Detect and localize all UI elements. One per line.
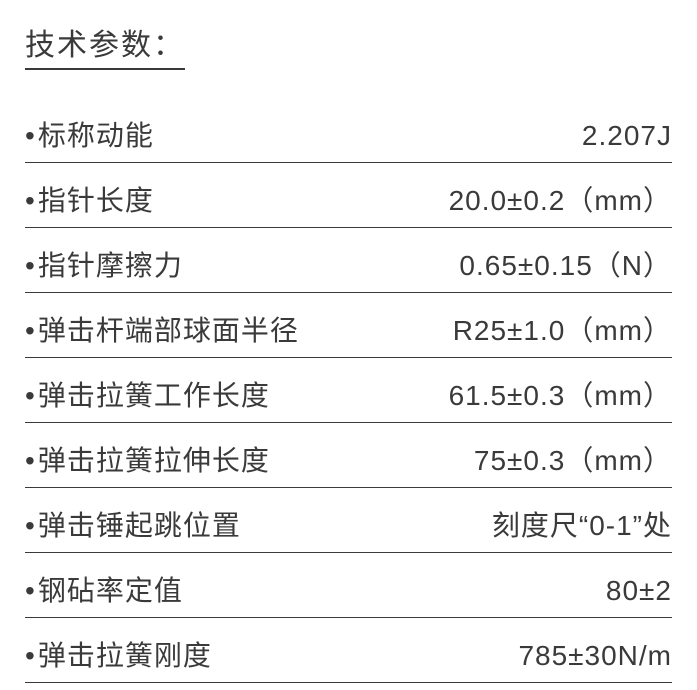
spec-row: •弹击拉簧工作长度 61.5±0.3（mm） — [25, 358, 672, 423]
bullet-icon: • — [25, 445, 36, 476]
spec-label: •弹击拉簧拉伸长度 — [25, 439, 270, 479]
bullet-icon: • — [25, 575, 36, 606]
spec-label: •钢砧率定值 — [25, 569, 183, 609]
spec-row: •弹击杆端部球面半径 R25±1.0（mm） — [25, 293, 672, 358]
bullet-icon: • — [25, 250, 36, 281]
page-title: 技术参数： — [25, 20, 185, 70]
spec-label: •弹击拉簧刚度 — [25, 634, 212, 674]
bullet-icon: • — [25, 640, 36, 671]
spec-value: 75±0.3（mm） — [474, 439, 672, 479]
spec-label: •弹击杆端部球面半径 — [25, 309, 299, 349]
spec-value: 2.207J — [582, 120, 672, 152]
spec-value: 80±2 — [606, 575, 672, 607]
spec-row: •钢砧率定值 80±2 — [25, 553, 672, 618]
spec-row: •标称动能 2.207J — [25, 98, 672, 163]
spec-row: •弹击拉簧刚度 785±30N/m — [25, 618, 672, 683]
spec-label: •标称动能 — [25, 114, 154, 154]
spec-row: •弹击拉簧拉伸长度 75±0.3（mm） — [25, 423, 672, 488]
spec-value: 785±30N/m — [518, 640, 672, 672]
spec-list: •标称动能 2.207J •指针长度 20.0±0.2（mm） •指针摩擦力 0.65±0… — [25, 98, 672, 683]
spec-label: •指针长度 — [25, 179, 154, 219]
bullet-icon: • — [25, 380, 36, 411]
spec-label: •弹击锤起跳位置 — [25, 504, 241, 544]
bullet-icon: • — [25, 120, 36, 151]
bullet-icon: • — [25, 510, 36, 541]
spec-value: R25±1.0（mm） — [453, 309, 672, 349]
spec-row: •指针摩擦力 0.65±0.15（N） — [25, 228, 672, 293]
spec-value: 20.0±0.2（mm） — [449, 179, 672, 219]
spec-row: •弹击锤起跳位置 刻度尺“0-1”处 — [25, 488, 672, 553]
spec-label: •弹击拉簧工作长度 — [25, 374, 270, 414]
spec-row: •指针长度 20.0±0.2（mm） — [25, 163, 672, 228]
bullet-icon: • — [25, 315, 36, 346]
spec-value: 刻度尺“0-1”处 — [492, 504, 672, 544]
spec-label: •指针摩擦力 — [25, 244, 183, 284]
spec-value: 61.5±0.3（mm） — [449, 374, 672, 414]
spec-value: 0.65±0.15（N） — [459, 244, 672, 284]
bullet-icon: • — [25, 185, 36, 216]
